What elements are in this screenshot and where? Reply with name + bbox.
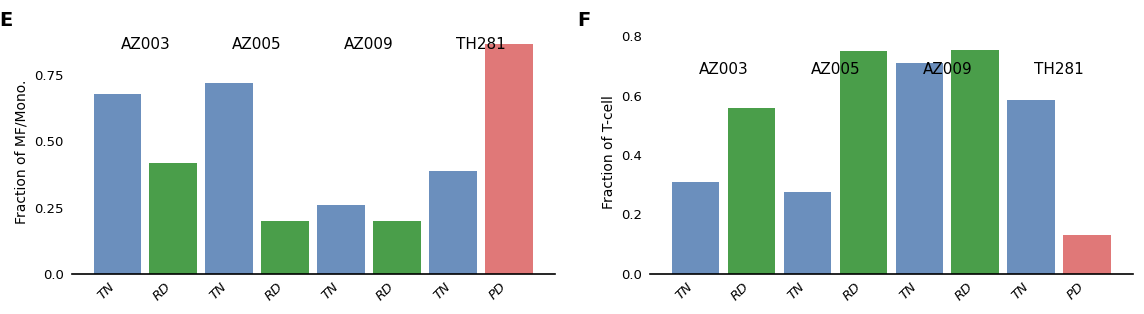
Y-axis label: Fraction of T-cell: Fraction of T-cell xyxy=(602,95,615,209)
Bar xyxy=(261,221,309,274)
Bar xyxy=(150,163,197,274)
Text: AZ005: AZ005 xyxy=(811,62,860,77)
Text: AZ003: AZ003 xyxy=(699,62,748,77)
Y-axis label: Fraction of MF/Mono.: Fraction of MF/Mono. xyxy=(15,80,29,224)
Bar xyxy=(672,182,720,274)
Bar xyxy=(317,205,365,274)
Bar xyxy=(206,83,253,274)
Bar xyxy=(952,50,999,274)
Bar xyxy=(840,51,887,274)
Bar xyxy=(1064,235,1111,274)
Bar xyxy=(485,44,533,274)
Bar xyxy=(728,108,776,274)
Text: E: E xyxy=(0,11,13,30)
Text: AZ009: AZ009 xyxy=(344,37,394,52)
Bar xyxy=(1008,100,1055,274)
Text: TH281: TH281 xyxy=(1034,62,1085,77)
Text: AZ009: AZ009 xyxy=(922,62,972,77)
Text: AZ003: AZ003 xyxy=(120,37,170,52)
Bar xyxy=(429,171,477,274)
Text: TH281: TH281 xyxy=(456,37,506,52)
Text: AZ005: AZ005 xyxy=(232,37,281,52)
Text: F: F xyxy=(578,11,590,30)
Bar xyxy=(784,192,832,274)
Bar xyxy=(373,221,421,274)
Bar xyxy=(94,94,141,274)
Bar xyxy=(896,63,943,274)
